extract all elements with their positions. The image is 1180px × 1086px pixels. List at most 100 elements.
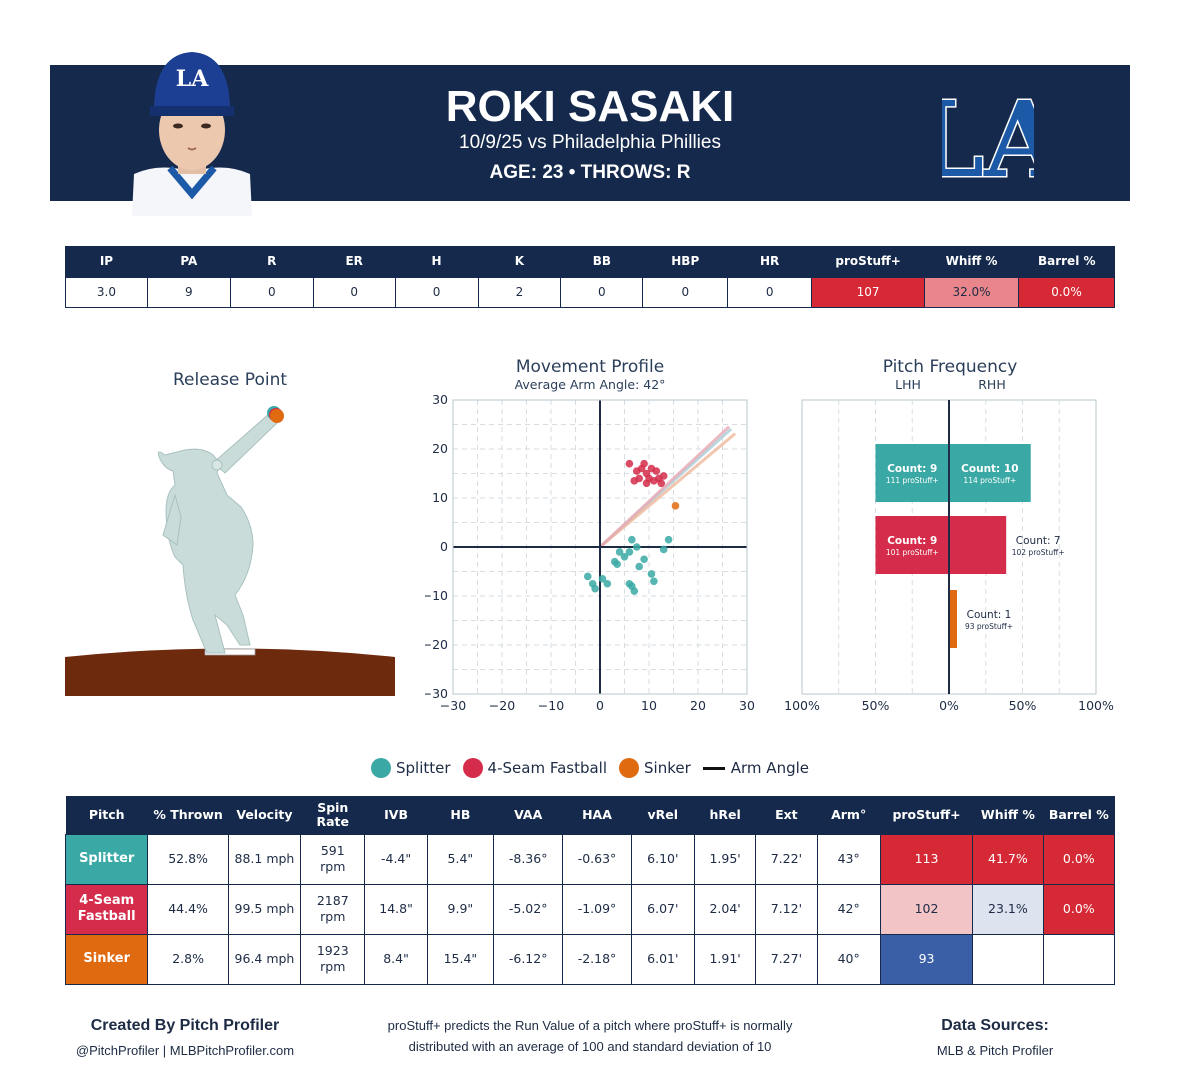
- movement-point-splitter: [664, 535, 673, 544]
- pitch-cell-haa: -1.09°: [562, 883, 632, 935]
- pitch-table-header-spin-rate: Spin Rate: [300, 796, 365, 834]
- stats-value-h: 0: [394, 276, 479, 308]
- movement-ytick-label: 10: [432, 490, 448, 505]
- frequency-rhh-label: RHH: [978, 377, 1006, 392]
- pitch-table-header-hb: HB: [427, 796, 494, 834]
- player-name: ROKI SASAKI: [445, 82, 735, 131]
- movement-point-splitter: [647, 570, 656, 578]
- movement-point-splitter: [591, 584, 599, 593]
- pitch-table-header-hrel: hRel: [694, 796, 756, 834]
- frequency-rhh-stuff-4-seam-fastball: 102 proStuff+: [1012, 548, 1065, 557]
- pitch-cell--thrown: 2.8%: [147, 933, 229, 985]
- frequency-bar-lhh-4-seam-fastball: [875, 516, 949, 574]
- pitchers-mound: [65, 648, 395, 696]
- pitching-rubber: [204, 648, 256, 656]
- pitch-table-header-arm-: Arm°: [817, 796, 881, 834]
- pitch-cell-ivb: 14.8": [364, 883, 428, 935]
- pitch-table-header-vaa: VAA: [493, 796, 563, 834]
- pitch-cell-arm-: 40°: [816, 933, 881, 985]
- team-logo-text: LA: [942, 78, 1034, 188]
- movement-ytick-label: −30: [425, 686, 448, 701]
- frequency-bar-lhh-splitter: [875, 444, 949, 502]
- stats-value-er: 0: [312, 276, 396, 308]
- footer-note-line2: distributed with an average of 100 and s…: [408, 1039, 772, 1054]
- pitch-cell-hrel: 1.95': [693, 833, 757, 885]
- movement-point-4-seam-fastball: [625, 459, 634, 468]
- movement-point-4-seam-fastball: [640, 459, 648, 468]
- pitch-table-header-ext: Ext: [755, 796, 818, 834]
- frequency-rhh-stuff-sinker: 93 proStuff+: [965, 622, 1013, 631]
- stats-value-hbp: 0: [642, 276, 729, 308]
- movement-ytick-label: 20: [432, 441, 448, 456]
- frequency-lhh-stuff-splitter: 111 proStuff+: [886, 476, 939, 485]
- movement-point-4-seam-fastball: [659, 472, 668, 480]
- stats-value-whiff-: 32.0%: [924, 276, 1019, 308]
- movement-point-splitter: [625, 548, 634, 556]
- pitch-metrics-table: Pitch% Thrown Velocity Spin Rate IVB HB VAA HA…: [64, 796, 1116, 985]
- stats-header-hbp: HBP: [642, 246, 728, 277]
- movement-point-splitter: [630, 587, 639, 595]
- movement-point-splitter: [620, 553, 629, 561]
- movement-point-splitter: [659, 545, 668, 554]
- pitch-cell-vrel: 6.07': [630, 883, 695, 935]
- stats-header-k: K: [477, 246, 561, 277]
- frequency-rhh-count-4-seam-fastball: Count: 7: [1016, 535, 1061, 547]
- movement-plot-border: [452, 399, 748, 695]
- frequency-tick-label: 50%: [1009, 698, 1037, 713]
- arm-angle-line: [598, 425, 731, 549]
- pitch-table-header-whiff-: Whiff %: [972, 796, 1044, 834]
- movement-point-splitter: [640, 555, 648, 564]
- movement-point-splitter: [613, 560, 621, 568]
- movement-ytick-label: −20: [425, 637, 448, 652]
- legend-item-sinker: Sinker: [619, 758, 691, 778]
- pitcher-silhouette: [157, 412, 278, 654]
- pitch-cell-spin-rate: 2187 rpm: [300, 883, 366, 935]
- movement-xtick-label: 20: [690, 698, 706, 713]
- movement-profile-chart: −30−30 −20 −20 −10 −10 0 0 10 10 20 20 30 30: [425, 394, 760, 718]
- stats-header-h: H: [394, 246, 478, 277]
- pitch-cell--thrown: 44.4%: [147, 883, 229, 935]
- movement-point-splitter: [635, 562, 643, 571]
- legend-label-splitter: Splitter: [396, 759, 451, 777]
- frequency-rhh-count-splitter: Count: 10: [961, 463, 1018, 475]
- pitch-cell-barrel-: 0.0%: [1042, 833, 1116, 885]
- stats-header-r: R: [229, 246, 314, 277]
- movement-title: Movement Profile: [515, 357, 665, 377]
- footer-credit-links: @PitchProfiler | MLBPitchProfiler.com: [75, 1043, 295, 1058]
- pitch-cell-hrel: 1.91': [693, 933, 757, 985]
- stats-value-k: 2: [477, 276, 562, 308]
- footer-sources-title: Data Sources:: [941, 1017, 1049, 1034]
- legend-item-4-seam-fastball: 4-Seam Fastball: [462, 758, 608, 778]
- frequency-bar-rhh-4-seam-fastball: [949, 516, 1007, 574]
- movement-subtitle: Average Arm Angle: 42°: [514, 377, 666, 392]
- movement-ytick-label: −10: [425, 588, 448, 603]
- stats-header-hr: HR: [727, 246, 812, 277]
- pitch-name-cell: 4-Seam Fastball: [64, 883, 149, 935]
- release-point-title: Release Point: [172, 370, 288, 390]
- footer-sources: MLB & Pitch Profiler: [936, 1043, 1054, 1058]
- pitch-table-header-haa: HAA: [562, 796, 632, 834]
- pitch-cell-prostuff-: 113: [879, 833, 974, 885]
- stats-value-ip: 3.0: [65, 276, 148, 308]
- pitch-cell-prostuff-: 93: [879, 933, 974, 985]
- stats-value-bb: 0: [560, 276, 644, 308]
- pitch-cell-ivb: 8.4": [364, 933, 428, 985]
- footer-credit: Created By Pitch Profiler: [90, 1017, 280, 1034]
- game-stats-table: IP PA R ER H K BB HBP HR proStuff+ Whiff % Barrel %…: [65, 246, 1116, 308]
- movement-point-splitter: [650, 577, 658, 586]
- legend-label-4-seam-fastball: 4-Seam Fastball: [487, 759, 608, 777]
- frequency-tick-label: 50%: [862, 698, 890, 713]
- pitch-cell-hb: 9.9": [426, 883, 495, 935]
- movement-point-splitter: [615, 548, 624, 556]
- movement-xtick-label: −10: [538, 698, 564, 713]
- legend-label-sinker: Sinker: [644, 759, 691, 777]
- game-info: 10/9/25 vs Philadelphia Phillies: [459, 132, 721, 153]
- movement-point-4-seam-fastball: [652, 467, 661, 475]
- pitch-name-cell: Sinker: [64, 933, 149, 985]
- pitch-cell-barrel-: 0.0%: [1042, 883, 1116, 935]
- pitch-cell-prostuff-: 102: [879, 883, 974, 935]
- stats-value-barrel-: 0.0%: [1017, 276, 1116, 308]
- pitch-cell-hrel: 2.04': [693, 883, 757, 935]
- pitch-table-row: Splitter 52.8% 88.1 mph 591 rpm -4.4" 5.4" -8.…: [64, 833, 1116, 885]
